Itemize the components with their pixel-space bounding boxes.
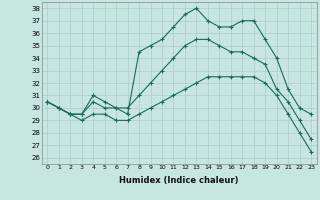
X-axis label: Humidex (Indice chaleur): Humidex (Indice chaleur) [119, 176, 239, 185]
